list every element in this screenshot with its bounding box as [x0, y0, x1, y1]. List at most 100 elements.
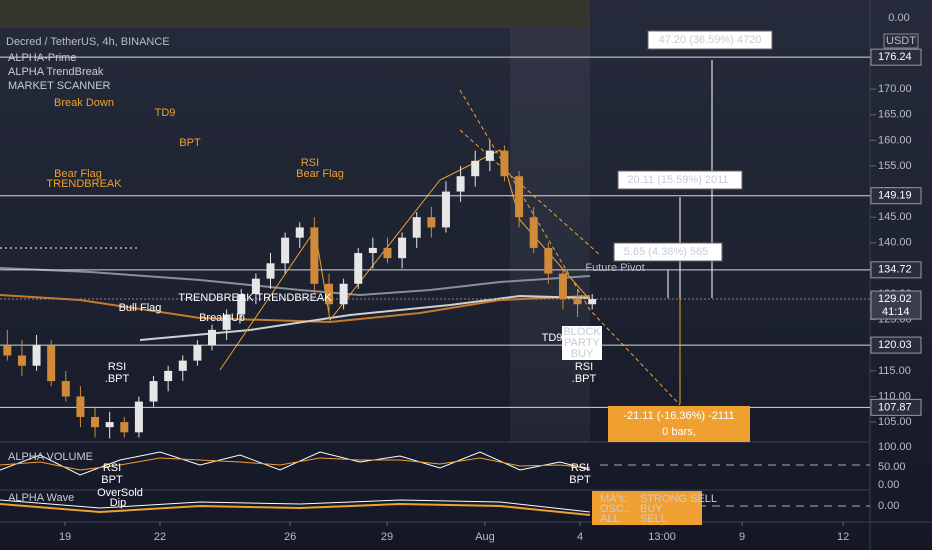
- moving-average: [139, 294, 591, 341]
- candle-body: [398, 237, 407, 259]
- price-label: 149.19: [878, 190, 912, 202]
- candle-body: [91, 416, 100, 428]
- measure-box: [608, 406, 750, 442]
- countdown: 41:14: [882, 306, 910, 318]
- x-tick-label: 9: [739, 531, 745, 543]
- annotation: RSI: [108, 361, 126, 373]
- x-tick-label: 12: [837, 531, 849, 543]
- signal-panel: [592, 491, 702, 525]
- pane-mark: BPT: [569, 474, 591, 486]
- candle-body: [558, 273, 567, 300]
- indicator-name: ALPHA TrendBreak: [8, 66, 104, 78]
- measure-label: 47.20 (36.59%) 4720: [659, 34, 762, 46]
- price-label: 176.24: [878, 51, 912, 63]
- pane-mark: BPT: [101, 474, 123, 486]
- annotation: RSI: [301, 157, 319, 169]
- symbol-title: Decred / TetherUS, 4h, BINANCE: [6, 36, 170, 48]
- trend-line: [459, 129, 601, 256]
- candle-body: [529, 217, 538, 248]
- x-tick-label: 19: [59, 531, 71, 543]
- indicator-name: MARKET SCANNER: [8, 80, 111, 92]
- candle-body: [164, 370, 173, 382]
- measure-label: 20.11 (15.59%) 2011: [627, 174, 728, 186]
- price-label-box: [870, 336, 922, 354]
- x-tick-label: Aug: [475, 531, 495, 543]
- signal: SELL: [640, 513, 667, 525]
- price-label-box: [870, 261, 922, 279]
- wave-line: [0, 502, 591, 516]
- measure-box: [613, 242, 723, 262]
- candle-body: [383, 247, 392, 259]
- price-label: 129.02: [878, 293, 912, 305]
- candle-body: [500, 150, 509, 177]
- annotation: BPT: [179, 137, 201, 149]
- signal-text: PARTY: [564, 337, 600, 349]
- candle-body: [251, 278, 260, 295]
- x-tick-label: 13:00: [648, 531, 676, 543]
- price-label-box: [870, 187, 922, 205]
- candle-body: [339, 283, 348, 305]
- measure-box: [647, 30, 773, 50]
- annotation: Break Up: [199, 312, 245, 324]
- candle-body: [544, 247, 553, 274]
- price-label: 107.87: [878, 401, 912, 413]
- annotation: TD9: [155, 107, 176, 119]
- candle-body: [427, 217, 436, 228]
- candle-body: [105, 422, 114, 428]
- signal: OSC.:: [600, 503, 630, 515]
- pane-mark: RSI: [571, 462, 589, 474]
- price-label: 120.03: [878, 339, 912, 351]
- y-tick-label: 160.00: [878, 134, 912, 146]
- candle-body: [193, 345, 202, 361]
- annotation: RSI: [575, 361, 593, 373]
- candle-body: [120, 422, 129, 433]
- candle-body: [222, 314, 231, 330]
- candle-body: [281, 237, 290, 264]
- candle-body: [149, 381, 158, 402]
- x-tick-label: 26: [284, 531, 296, 543]
- y-tick-label: 145.00: [878, 211, 912, 223]
- candle-body: [515, 176, 524, 218]
- candle-body: [178, 360, 187, 371]
- annotation: TRENDBREAK: [46, 178, 122, 190]
- signal: BUY: [640, 503, 663, 515]
- top-strip: [0, 0, 590, 28]
- signal-box: [562, 326, 602, 360]
- pane-name: ALPHA VOLUME: [8, 451, 93, 463]
- annotation: Break Down: [54, 97, 114, 109]
- annotation: Bear Flag: [54, 168, 102, 180]
- pane-mark: Dip: [110, 497, 127, 509]
- candle-body: [588, 299, 597, 305]
- candle-body: [76, 396, 85, 417]
- candle-body: [295, 227, 304, 238]
- candle-body: [17, 355, 26, 366]
- signal: STRONG SELL: [640, 493, 717, 505]
- indicator-name: ALPHA-Prime: [8, 52, 76, 64]
- candle-body: [412, 217, 421, 238]
- annotation: TD9: [542, 332, 563, 344]
- x-tick-label: 22: [154, 531, 166, 543]
- candle-body: [324, 283, 333, 305]
- annotation: Bull Flag: [119, 302, 162, 314]
- y-tick-label: 140.00: [878, 237, 912, 249]
- candle-body: [61, 381, 70, 397]
- wave-line: [0, 499, 591, 513]
- annotation: Bear Flag: [296, 168, 344, 180]
- y-tick-label: 155.00: [878, 160, 912, 172]
- pane-name: ALPHA Wave: [8, 492, 74, 504]
- candle-body: [354, 253, 363, 284]
- currency-box: [883, 33, 919, 49]
- pane-tick: 0.00: [878, 479, 899, 491]
- price-label-box: [870, 290, 922, 320]
- y-tick-label: 165.00: [878, 109, 912, 121]
- highlight-zone: [510, 28, 590, 443]
- top-axis-label: 0.00: [888, 12, 909, 24]
- signal-text: BUY: [571, 348, 594, 360]
- candle-body: [485, 150, 494, 161]
- measure-label: -21.11 (-16.36%) -2111: [623, 410, 734, 422]
- candle-body: [456, 176, 465, 192]
- annotation: TRENDBREAK TRENDBREAK: [178, 292, 332, 304]
- annotation: .BPT: [572, 373, 597, 385]
- candle-body: [266, 263, 275, 279]
